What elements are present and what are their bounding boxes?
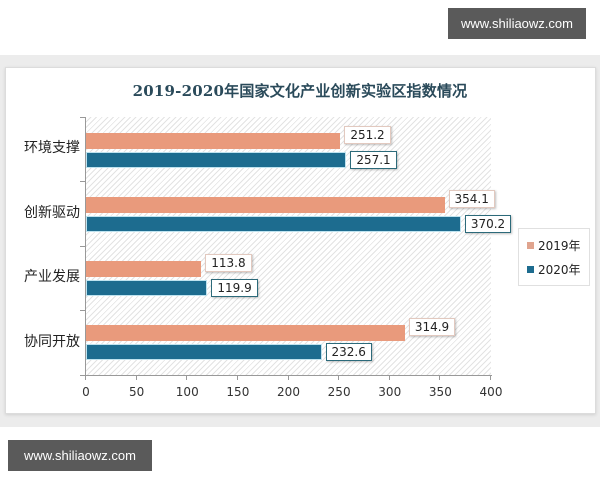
value-label: 251.2: [344, 126, 391, 144]
x-tick: [236, 375, 238, 380]
legend-label: 2019年: [538, 239, 581, 253]
y-tick: [80, 310, 86, 311]
category-label: 创新驱动: [24, 205, 80, 221]
value-label: 232.6: [325, 343, 372, 361]
x-tick-label: 200: [277, 385, 300, 399]
bar-2020-协同开放: [86, 344, 322, 360]
x-tick: [85, 375, 86, 380]
legend-item-2019: 2019年: [527, 237, 581, 254]
value-label: 113.8: [205, 254, 252, 272]
bar-2019-产业发展: [86, 261, 202, 277]
category-label: 产业发展: [24, 269, 80, 285]
bar-2020-创新驱动: [86, 216, 461, 232]
category-label: 协同开放: [24, 334, 80, 350]
legend-item-2020: 2020年: [527, 261, 581, 278]
value-label: 370.2: [464, 215, 512, 233]
bar-2020-环境支撑: [86, 152, 347, 168]
x-tick-label: 0: [82, 385, 90, 399]
x-tick-label: 300: [378, 385, 402, 399]
watermark-top: www.shiliaowz.com: [448, 8, 586, 39]
x-tick: [388, 375, 390, 380]
x-tick-label: 250: [327, 385, 351, 399]
x-tick-label: 400: [479, 385, 503, 399]
x-tick-label: 50: [128, 385, 145, 399]
y-tick: [80, 375, 86, 376]
bar-2019-协同开放: [86, 325, 405, 341]
x-tick: [338, 375, 340, 380]
bar-2019-创新驱动: [86, 197, 445, 213]
x-tick: [439, 375, 441, 380]
value-label: 314.9: [408, 318, 456, 336]
bar-2019-环境支撑: [86, 133, 341, 149]
x-tick-label: 350: [428, 385, 452, 399]
y-tick: [80, 117, 86, 118]
legend-swatch-2019: [527, 242, 534, 249]
x-tick: [186, 375, 188, 380]
x-tick: [490, 375, 491, 380]
x-tick: [287, 375, 289, 380]
legend-swatch-2020: [527, 266, 534, 273]
x-tick-label: 100: [175, 385, 199, 399]
x-axis: [85, 375, 492, 376]
x-tick: [135, 375, 137, 380]
category-label: 环境支撑: [24, 140, 80, 156]
legend: 2019年 2020年: [518, 228, 590, 286]
y-tick: [80, 181, 86, 182]
y-tick: [80, 246, 86, 247]
watermark-bottom: www.shiliaowz.com: [8, 440, 152, 471]
x-tick-label: 150: [226, 385, 250, 399]
bar-2020-产业发展: [86, 280, 208, 296]
value-label: 257.1: [350, 151, 397, 169]
value-label: 354.1: [448, 190, 495, 208]
legend-label: 2020年: [538, 263, 581, 277]
value-label: 119.9: [211, 279, 258, 297]
chart-title: 2019-2020年国家文化产业创新实验区指数情况: [132, 82, 468, 100]
